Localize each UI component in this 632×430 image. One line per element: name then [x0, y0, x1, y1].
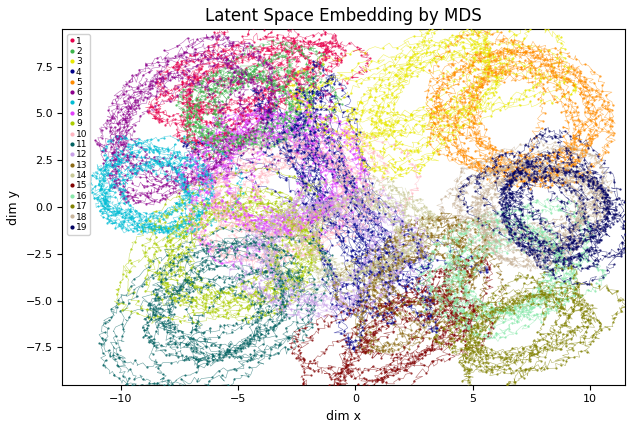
X-axis label: dim x: dim x [326, 410, 362, 423]
Legend: 1, 2, 3, 4, 5, 6, 7, 8, 9, 10, 11, 12, 13, 14, 15, 16, 17, 18, 19: 1, 2, 3, 4, 5, 6, 7, 8, 9, 10, 11, 12, 1… [67, 34, 90, 235]
Y-axis label: dim y: dim y [7, 190, 20, 224]
Title: Latent Space Embedding by MDS: Latent Space Embedding by MDS [205, 7, 482, 25]
